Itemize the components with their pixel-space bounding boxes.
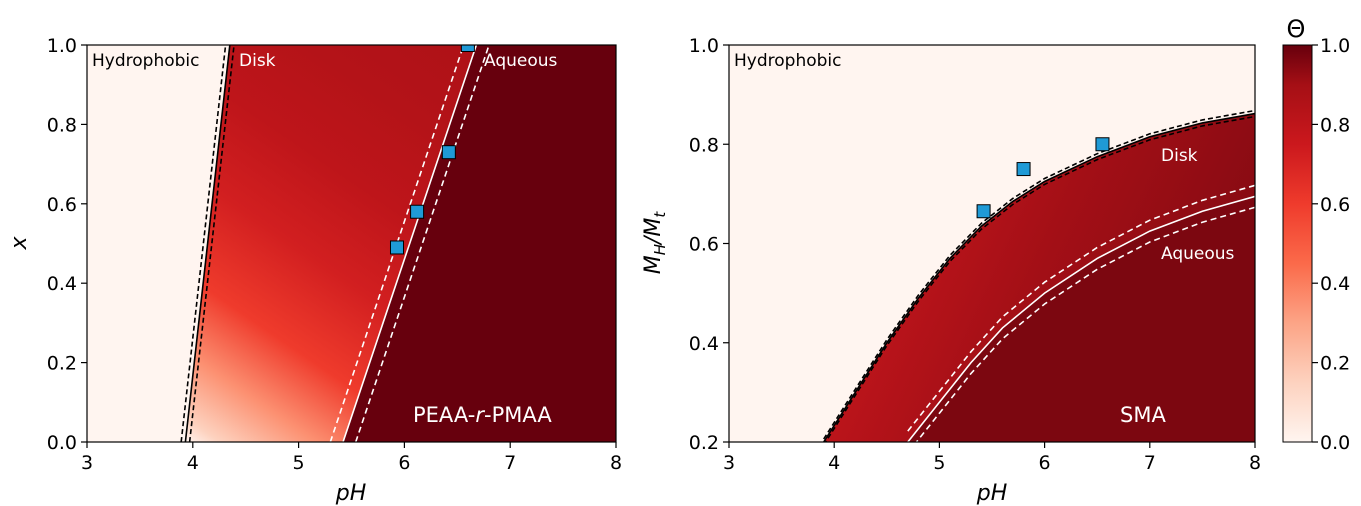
- right-region-disk: Disk: [1161, 146, 1198, 166]
- aqueous-boundary-line: [342, 45, 478, 442]
- data-point-marker: [976, 204, 991, 219]
- right-y-tick-label: 0.2: [689, 432, 719, 454]
- hydrophobic-region: [87, 45, 230, 442]
- left-x-tick-label: 6: [398, 452, 410, 474]
- colorbar-tick-label: 1.0: [1320, 35, 1350, 57]
- right-panel: 3 4 5 6 7 8 0.2 0.4 0.6 0.8 1.0 Hydrophobic Disk A…: [641, 35, 1261, 506]
- left-y-tick-label: 0.0: [47, 432, 77, 454]
- right-y-axis-label: MH/Mt: [641, 211, 669, 275]
- disk-boundary-dashed-line: [180, 45, 227, 442]
- right-x-tick-label: 6: [1039, 452, 1051, 474]
- data-point-marker: [1095, 137, 1110, 152]
- left-region-disk: Disk: [239, 51, 276, 71]
- right-sample-label: SMA: [1120, 403, 1166, 427]
- left-x-tick-label: 3: [81, 452, 93, 474]
- disk-region-gradient: [185, 45, 477, 442]
- colorbar-tick-label: 0.0: [1320, 432, 1350, 454]
- disk-boundary-dashed-line: [824, 115, 1255, 442]
- data-point-marker: [441, 145, 456, 160]
- left-region-hydrophobic: Hydrophobic: [92, 51, 199, 71]
- data-point-marker: [460, 45, 475, 52]
- left-y-tick-label: 0.8: [47, 114, 77, 136]
- left-sample-label: PEAA-r-PMAA: [413, 403, 552, 427]
- aqueous-region: [907, 196, 1255, 442]
- colorbar-title: Θ: [1287, 15, 1306, 43]
- left-y-tick-label: 1.0: [47, 35, 77, 57]
- left-x-tick-label: 8: [610, 452, 622, 474]
- right-x-tick-label: 4: [828, 452, 840, 474]
- data-point-marker: [410, 204, 425, 219]
- right-x-tick-label: 5: [933, 452, 945, 474]
- left-x-tick-label: 7: [504, 452, 516, 474]
- left-y-tick-label: 0.4: [47, 273, 77, 295]
- right-x-axis-label: pH: [976, 481, 1008, 506]
- colorbar-tick-label: 0.2: [1320, 353, 1350, 375]
- left-panel: 3 4 5 6 7 8 0.0 0.2 0.4 0.6 0.8 1.0 Hydrophobic Dis…: [7, 35, 622, 506]
- left-panel-frame: [86, 44, 617, 443]
- colorbar: 0.0 0.2 0.4 0.6 0.8 1.0 Θ: [1282, 15, 1350, 454]
- right-region-hydrophobic: Hydrophobic: [734, 51, 841, 71]
- left-x-tick-label: 5: [293, 452, 305, 474]
- disk-boundary-line: [184, 45, 231, 442]
- right-x-tick-label: 8: [1249, 452, 1261, 474]
- aqueous-boundary-dashed-line: [915, 206, 1255, 442]
- right-region-aqueous: Aqueous: [1161, 244, 1235, 264]
- right-y-tick-label: 0.8: [689, 134, 719, 156]
- colorbar-tick-label: 0.8: [1320, 114, 1350, 136]
- aqueous-boundary-dashed-line: [907, 184, 1255, 432]
- colorbar-gradient: [1282, 44, 1313, 443]
- aqueous-boundary-line: [907, 195, 1255, 442]
- hydrophobic-region: [729, 45, 1255, 442]
- right-x-tick-label: 7: [1144, 452, 1156, 474]
- left-x-tick-label: 4: [187, 452, 199, 474]
- data-point-marker: [1016, 162, 1031, 177]
- right-y-tick-label: 0.6: [689, 234, 719, 256]
- left-x-axis-label: pH: [335, 481, 367, 506]
- data-point-marker: [389, 240, 404, 255]
- disk-boundary-dashed-line: [188, 45, 235, 442]
- colorbar-tick-label: 0.6: [1320, 194, 1350, 216]
- right-y-tick-label: 0.4: [689, 333, 719, 355]
- left-region-aqueous: Aqueous: [484, 51, 558, 71]
- left-y-axis-label: x: [7, 236, 32, 251]
- colorbar-tick-label: 0.4: [1320, 273, 1350, 295]
- right-y-tick-label: 1.0: [689, 35, 719, 57]
- disk-boundary-line: [823, 112, 1255, 442]
- left-y-tick-label: 0.6: [47, 194, 77, 216]
- left-y-tick-label: 0.2: [47, 353, 77, 375]
- right-x-tick-label: 3: [723, 452, 735, 474]
- disk-boundary-dashed-line: [823, 109, 1255, 440]
